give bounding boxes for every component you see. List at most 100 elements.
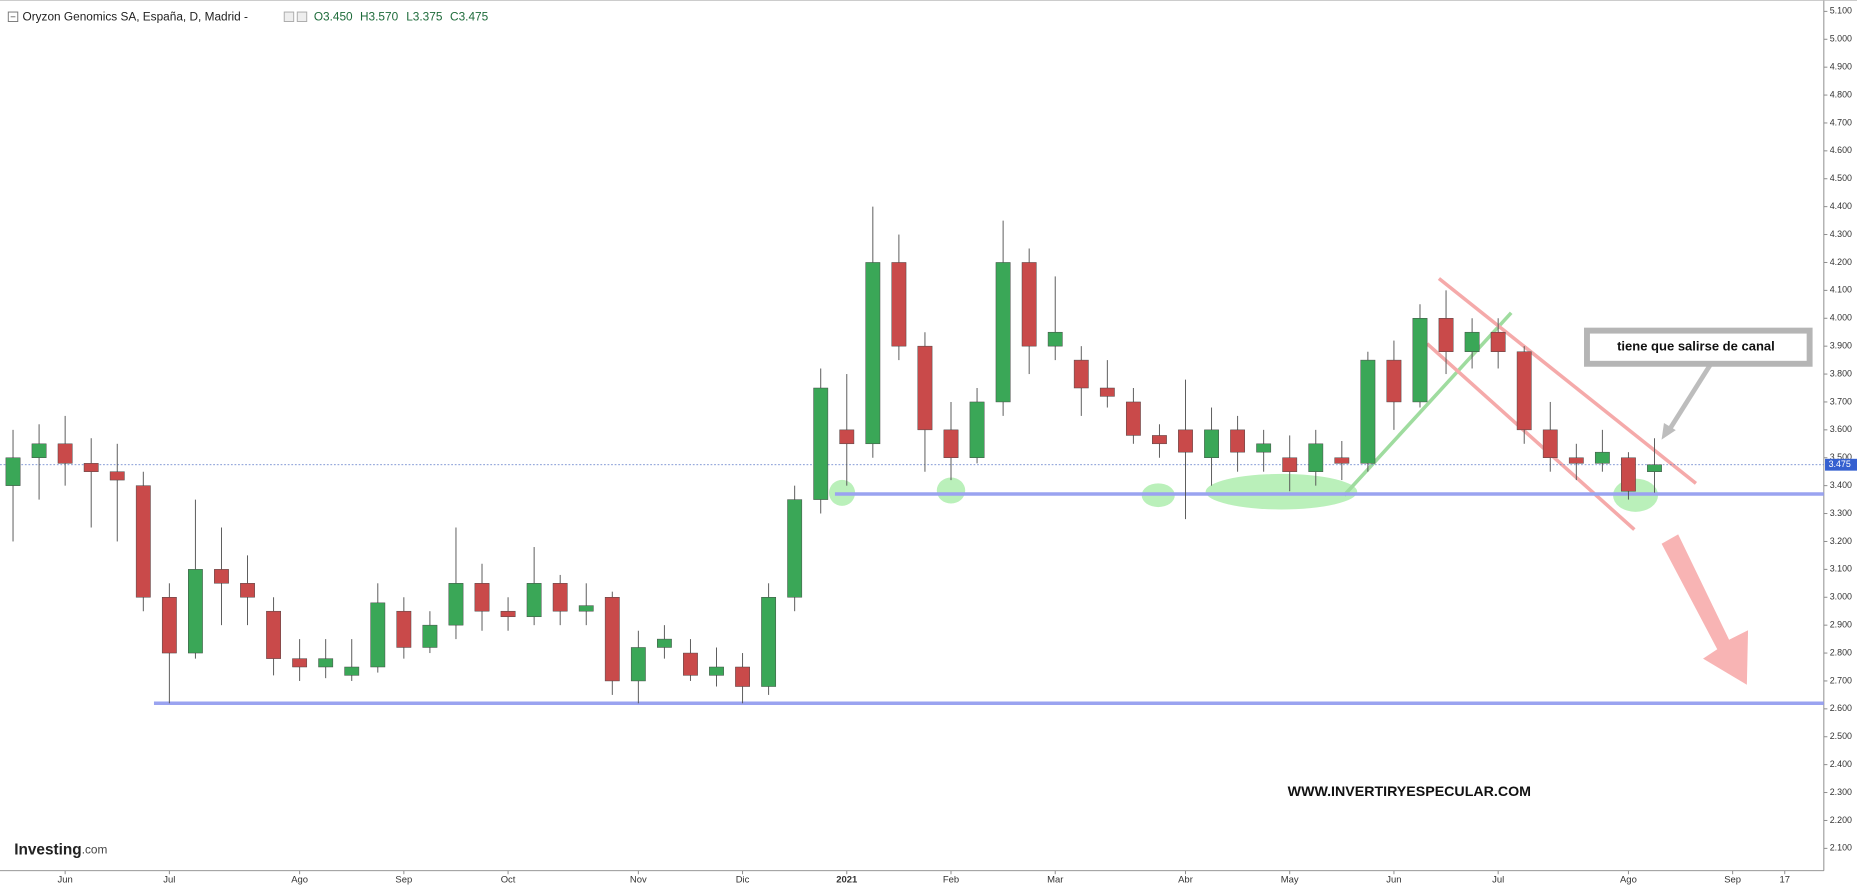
y-tick-label: 4.200 xyxy=(1830,257,1852,267)
y-tick-label: 3.000 xyxy=(1830,592,1852,602)
candle-body xyxy=(474,583,490,612)
candle-body xyxy=(135,485,151,598)
candle-body xyxy=(1490,331,1506,352)
candle-body xyxy=(1647,464,1662,472)
x-tick-label: Ago xyxy=(291,875,308,886)
y-tick-label: 3.400 xyxy=(1830,480,1852,490)
candle-body xyxy=(1621,457,1636,492)
y-tick-label: 2.400 xyxy=(1830,759,1852,769)
candle-body xyxy=(943,429,959,458)
candle-body xyxy=(1073,359,1089,389)
x-tick-label: Nov xyxy=(630,875,647,886)
candle-body xyxy=(318,658,334,668)
y-tick-label: 2.100 xyxy=(1830,843,1852,853)
candle-body xyxy=(1152,435,1167,445)
y-tick-label: 4.100 xyxy=(1830,285,1852,295)
candle-body xyxy=(1230,429,1246,453)
x-tick-label: Mar xyxy=(1047,875,1063,886)
candle-body xyxy=(969,401,985,458)
y-tick-label: 2.300 xyxy=(1830,787,1852,797)
y-tick-label: 3.600 xyxy=(1830,424,1852,434)
candle-body xyxy=(787,499,803,598)
candle-body xyxy=(109,471,125,481)
x-tick-label: Dic xyxy=(736,875,750,886)
candle-body xyxy=(188,569,203,654)
candle-body xyxy=(1360,359,1376,464)
y-tick-label: 4.000 xyxy=(1830,313,1852,323)
y-tick-label: 2.900 xyxy=(1830,619,1852,629)
candle-body xyxy=(1386,359,1402,403)
y-tick-label: 3.800 xyxy=(1830,368,1852,378)
y-tick-label: 4.800 xyxy=(1830,89,1852,99)
x-tick-label: Jun xyxy=(1386,875,1401,886)
y-tick-label: 4.500 xyxy=(1830,173,1852,183)
candle-body xyxy=(526,583,542,618)
x-tick-label: 2021 xyxy=(836,875,857,886)
y-tick-label: 4.300 xyxy=(1830,229,1852,239)
ohlc-open: O3.450 xyxy=(314,9,353,23)
pointer-arrow xyxy=(1667,363,1713,431)
x-tick-label: Jul xyxy=(1492,875,1504,886)
ohlc-low: L3.375 xyxy=(406,9,443,23)
candle-body xyxy=(161,597,177,654)
candle-body xyxy=(370,602,386,668)
y-tick-label: 4.600 xyxy=(1830,145,1852,155)
y-tick-label: 3.900 xyxy=(1830,340,1852,350)
candle-body xyxy=(630,647,646,682)
y-tick-label: 2.600 xyxy=(1830,703,1852,713)
candle-body xyxy=(578,605,594,612)
candle-body xyxy=(1412,318,1428,403)
candle-body xyxy=(839,429,855,445)
candle-body xyxy=(1568,457,1584,464)
candle-body xyxy=(1178,429,1193,453)
y-tick-label: 2.700 xyxy=(1830,675,1852,685)
x-tick-label: 17 xyxy=(1779,875,1790,886)
annotation-box xyxy=(1584,327,1813,367)
y-tick-label: 4.700 xyxy=(1830,117,1852,127)
candle-body xyxy=(1256,443,1272,453)
candle-body xyxy=(1125,401,1141,436)
candle-body xyxy=(5,457,21,486)
x-tick-label: Jul xyxy=(163,875,175,886)
down-arrow xyxy=(1661,534,1749,685)
candle-body xyxy=(1542,429,1558,458)
candle-body xyxy=(709,666,724,676)
annotation-text: tiene que salirse de canal xyxy=(1617,339,1775,354)
support-highlight xyxy=(936,477,966,504)
y-tick-label: 3.700 xyxy=(1830,396,1852,406)
support-highlight xyxy=(1205,473,1358,510)
channel-line xyxy=(1437,277,1698,485)
logo-main: Investing xyxy=(14,842,82,859)
last-price-label: 3.475 xyxy=(1829,459,1851,469)
candle-body xyxy=(396,610,412,648)
close-icon[interactable] xyxy=(296,11,308,22)
candle-body xyxy=(1594,451,1610,464)
y-tick-label: 2.800 xyxy=(1830,647,1852,657)
y-tick-label: 3.300 xyxy=(1830,508,1852,518)
candle-body xyxy=(83,463,99,472)
x-tick-label: Sep xyxy=(395,875,412,886)
x-tick-label: Oct xyxy=(501,875,516,886)
y-tick-label: 5.100 xyxy=(1830,6,1852,16)
ohlc-high: H3.570 xyxy=(360,9,399,23)
candle-body xyxy=(448,583,464,626)
candle-body xyxy=(656,638,672,648)
candle-body xyxy=(604,597,620,682)
y-tick-label: 3.500 xyxy=(1830,452,1852,462)
candle-body xyxy=(292,658,308,668)
collapse-icon[interactable] xyxy=(7,11,19,22)
settings-icon[interactable] xyxy=(283,11,295,22)
candle-body xyxy=(214,569,229,584)
candle-body xyxy=(552,583,568,612)
y-tick-label: 5.000 xyxy=(1830,34,1852,44)
logo-suffix: .com xyxy=(82,843,108,857)
logo: Investing.com xyxy=(14,842,107,859)
y-tick-label: 4.900 xyxy=(1830,62,1852,72)
candle-body xyxy=(1204,429,1219,458)
x-tick-label: May xyxy=(1281,875,1299,886)
candle-body xyxy=(1021,262,1037,347)
y-tick-label: 2.500 xyxy=(1830,731,1852,741)
